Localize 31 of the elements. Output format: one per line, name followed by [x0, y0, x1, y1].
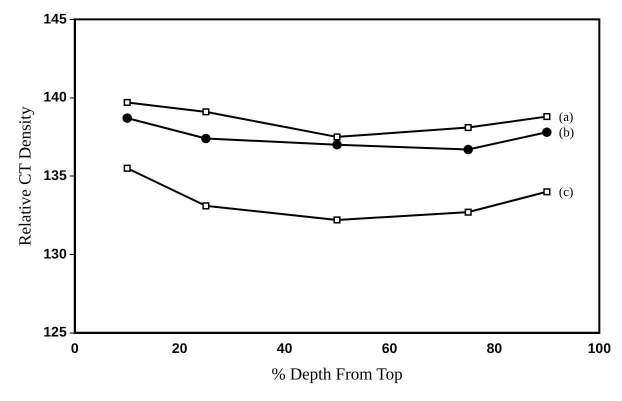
- point: [332, 140, 342, 150]
- x-tick-label: 20: [172, 340, 188, 356]
- series-label: (c): [558, 184, 574, 200]
- point: [124, 98, 131, 106]
- point: [202, 202, 210, 210]
- y-tick-label: 140: [43, 88, 67, 105]
- point: [122, 113, 132, 123]
- point: [124, 164, 131, 172]
- point: [543, 112, 550, 120]
- series-label: (b): [558, 124, 574, 140]
- y-tick-label: 130: [43, 245, 67, 262]
- x-tick-label: 60: [382, 340, 398, 356]
- point: [543, 188, 550, 196]
- point: [464, 208, 472, 216]
- point: [542, 127, 552, 137]
- point: [463, 144, 473, 154]
- y-tick-label: 145: [43, 10, 67, 26]
- point: [464, 124, 472, 132]
- y-axis-title: Relative CT Density: [16, 106, 35, 246]
- x-tick-label: 40: [276, 340, 293, 356]
- y-tick-label: 125: [43, 324, 67, 340]
- x-tick-label: 0: [70, 340, 79, 356]
- x-tick-label: 100: [588, 340, 612, 356]
- series-label: (a): [558, 108, 574, 124]
- x-axis-title: % Depth From Top: [271, 364, 403, 384]
- point: [333, 133, 341, 141]
- point: [333, 216, 341, 224]
- x-tick-label: 80: [486, 340, 502, 356]
- y-tick-label: 135: [43, 166, 67, 183]
- point: [202, 108, 210, 116]
- point: [201, 134, 211, 144]
